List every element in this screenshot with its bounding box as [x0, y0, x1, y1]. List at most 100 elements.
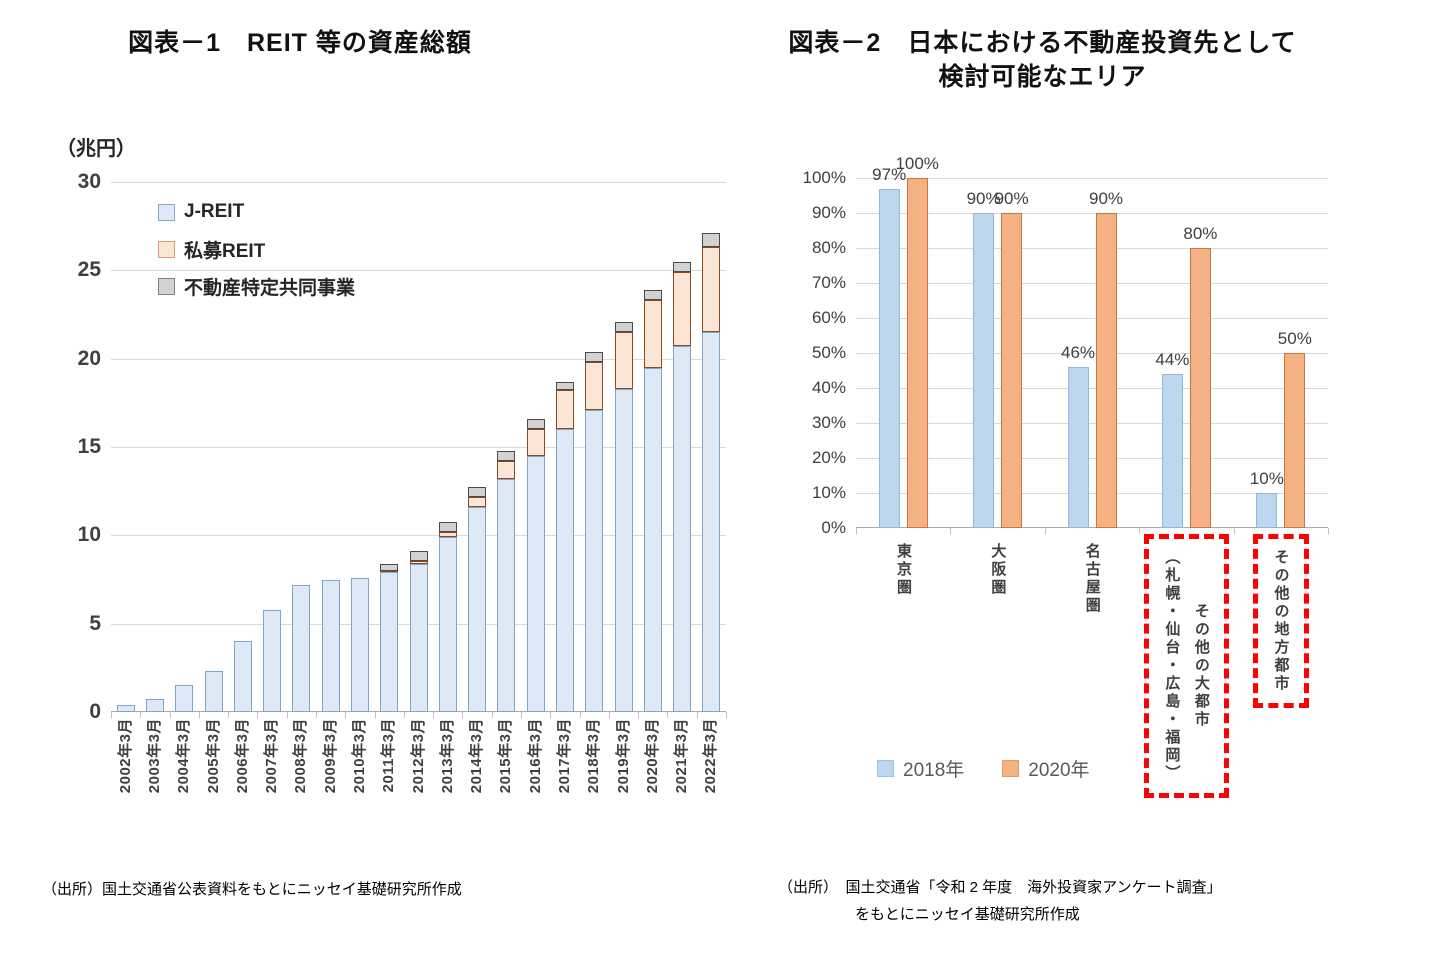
- legend-swatch: [158, 240, 175, 258]
- legend-swatch: [1002, 759, 1020, 777]
- x-axis-tick-label: 2008年3月: [292, 718, 310, 794]
- x-axis-tick: [1044, 528, 1046, 534]
- bar-segment-J-REIT: [555, 429, 574, 712]
- bar-segment-J-REIT: [614, 388, 633, 712]
- x-axis-tick: [550, 712, 552, 718]
- x-axis-tick-label: 2022年3月: [702, 718, 720, 794]
- x-axis-tick: [403, 712, 405, 718]
- bar-segment-私募REIT: [526, 429, 545, 456]
- highlight-box: （札幌・仙台・広島・福岡） その他の大都市: [1143, 534, 1229, 798]
- gridline: [111, 535, 726, 537]
- x-axis-tick-label: 2020年3月: [643, 718, 661, 794]
- x-axis-tick: [169, 712, 171, 718]
- gridline: [111, 447, 726, 448]
- bar-segment-不動産特定共同事業: [673, 261, 692, 273]
- category-label-column: 東京圏: [894, 543, 912, 597]
- bar-segment-J-REIT: [233, 641, 252, 712]
- category-label-column: その他の大都市: [1192, 603, 1210, 729]
- bar-value-label: 44%: [1155, 350, 1190, 369]
- bar-2018年: [1161, 374, 1183, 528]
- gridline: [856, 527, 1328, 528]
- bar-segment-私募REIT: [555, 390, 574, 430]
- bar-segment-J-REIT: [526, 455, 545, 712]
- x-axis-category-label: （札幌・仙台・広島・福岡） その他の大都市: [1139, 534, 1233, 798]
- x-axis-tick-label: 2004年3月: [175, 718, 193, 794]
- bar-segment-J-REIT: [380, 572, 399, 712]
- figure-2-title-line-2: 検討可能なエリア: [938, 63, 1147, 91]
- figure-2-legend: 2018年 2020年: [877, 754, 1090, 782]
- gridline: [856, 388, 1328, 389]
- category-label-column: 大阪圏: [989, 543, 1007, 597]
- legend-label: 私募REIT: [184, 240, 266, 262]
- category-label-column: その他の地方都市: [1272, 549, 1290, 693]
- legend-item: 2018年: [877, 754, 964, 782]
- x-axis-tick: [140, 712, 142, 718]
- bar-segment-私募REIT: [585, 362, 604, 410]
- x-axis-tick: [111, 712, 112, 718]
- x-axis-tick-label: 2002年3月: [116, 718, 134, 794]
- bar-2020年: [1095, 213, 1117, 528]
- bar-2020年: [906, 178, 928, 528]
- gridline: [856, 248, 1328, 249]
- bar-segment-私募REIT: [614, 332, 633, 389]
- bar-segment-不動産特定共同事業: [702, 233, 721, 248]
- x-axis-tick: [491, 712, 493, 718]
- bar-segment-J-REIT: [116, 704, 135, 712]
- gridline: [856, 318, 1328, 319]
- figure-1-legend: J-REIT 私募REIT 不動産特定共同事業: [158, 198, 355, 300]
- bar-segment-私募REIT: [409, 560, 428, 564]
- bar-segment-不動産特定共同事業: [643, 289, 662, 301]
- bar-segment-私募REIT: [702, 247, 721, 333]
- figure-2-title-line-1: 図表－2 日本における不動産投資先として: [788, 29, 1297, 57]
- x-axis-tick-label: 2003年3月: [145, 718, 163, 794]
- bar-segment-J-REIT: [175, 684, 194, 712]
- category-label-column: （札幌・仙台・広島・福岡）: [1163, 549, 1181, 783]
- legend-swatch: [877, 759, 894, 777]
- legend-item: 2020年: [1002, 754, 1090, 782]
- bar-segment-J-REIT: [145, 698, 164, 712]
- y-axis-tick-label: 25: [77, 258, 101, 282]
- gridline: [856, 353, 1328, 354]
- bar-segment-私募REIT: [643, 300, 662, 368]
- y-axis-tick-label: 0: [89, 700, 101, 723]
- bar-segment-不動産特定共同事業: [380, 563, 399, 571]
- bar-segment-J-REIT: [702, 332, 721, 712]
- x-axis-tick-label: 2018年3月: [585, 718, 603, 794]
- x-axis-tick: [462, 712, 464, 718]
- x-axis-tick: [638, 712, 640, 718]
- x-axis-tick-label: 2015年3月: [497, 718, 515, 794]
- x-axis-tick: [257, 712, 259, 718]
- x-axis-tick: [696, 712, 698, 718]
- y-axis-tick-label: 5: [89, 611, 101, 635]
- y-axis-tick-label: 20%: [811, 448, 846, 467]
- x-axis-tick: [667, 712, 669, 718]
- x-axis-tick: [608, 712, 610, 718]
- legend-swatch: [158, 203, 175, 221]
- gridline: [856, 493, 1328, 494]
- x-axis-tick: [950, 528, 952, 534]
- category-label-column: 名古屋圏: [1083, 543, 1101, 615]
- figure-2-source: （出所） 国土交通省「令和 2 年度 海外投資家アンケート調査」 をもとにニッセ…: [778, 874, 1222, 928]
- x-axis-tick-label: 2012年3月: [409, 718, 427, 794]
- bar-segment-私募REIT: [438, 531, 457, 538]
- bar-2020年: [1189, 248, 1211, 528]
- x-axis-tick: [521, 712, 522, 718]
- bar-segment-J-REIT: [263, 609, 282, 712]
- legend-label: 不動産特定共同事業: [184, 277, 356, 299]
- x-axis-tick-label: 2005年3月: [204, 718, 222, 794]
- category-label-wrap: 大阪圏: [988, 534, 1008, 597]
- bar-segment-J-REIT: [409, 563, 428, 712]
- figure-2-source-line-2: をもとにニッセイ基礎研究所作成: [855, 906, 1080, 923]
- bar-2018年: [1256, 493, 1278, 528]
- bar-segment-J-REIT: [643, 367, 662, 712]
- x-axis-tick-label: 2013年3月: [438, 718, 456, 794]
- y-axis-tick-label: 15: [77, 435, 101, 458]
- bar-segment-不動産特定共同事業: [585, 351, 604, 363]
- y-axis-tick-label: 30: [77, 170, 101, 193]
- x-axis-tick-label: 2019年3月: [614, 718, 632, 794]
- y-axis-tick-label: 10: [77, 523, 101, 547]
- gridline: [111, 270, 726, 272]
- bar-segment-私募REIT: [673, 272, 692, 347]
- x-axis-category-label: 名古屋圏: [1045, 534, 1139, 615]
- figure-2-panel: 図表－2 日本における不動産投資先として 検討可能なエリア 0% 10% 20% 30…: [770, 0, 1441, 967]
